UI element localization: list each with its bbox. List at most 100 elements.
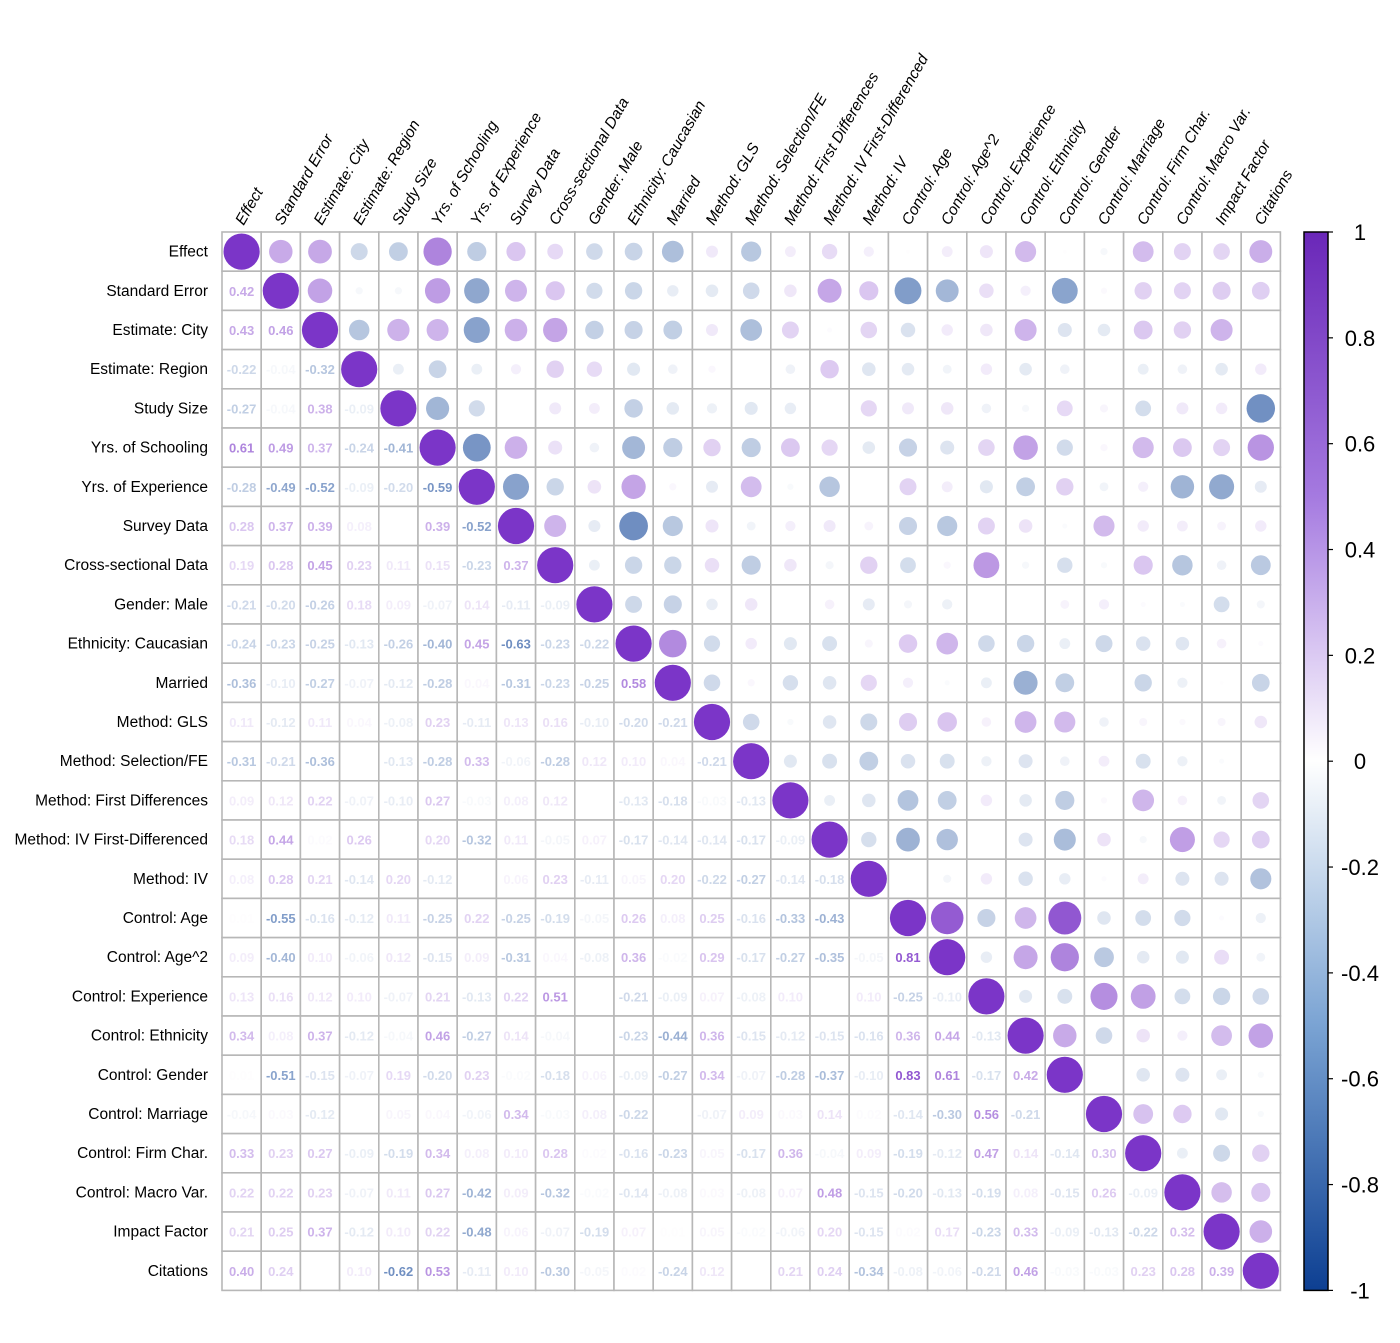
corr-circle <box>860 321 878 339</box>
corr-circle <box>979 480 993 494</box>
grid-cell <box>730 1132 772 1174</box>
corr-circle <box>1136 950 1150 964</box>
corr-value-label: -0.34 <box>854 1264 884 1279</box>
corr-value-label: -0.13 <box>736 793 766 808</box>
corr-circle <box>545 281 565 301</box>
grid-cell <box>1044 1211 1086 1253</box>
corr-value-label: -0.43 <box>815 911 845 926</box>
corr-circle <box>862 598 875 611</box>
corr-circle <box>1255 912 1266 924</box>
corr-circle <box>269 239 293 264</box>
grid-cell <box>809 975 851 1017</box>
grid-cell <box>691 1172 733 1213</box>
corr-circle <box>943 874 952 883</box>
grid-cell <box>848 387 890 429</box>
corr-circle <box>1254 715 1268 729</box>
grid-cell <box>652 1211 694 1253</box>
corr-value-label: -0.30 <box>932 1107 962 1122</box>
corr-circle <box>861 831 877 848</box>
corr-value-label: 0.42 <box>229 284 254 299</box>
diagonal-circle-impact-factor <box>1203 1213 1240 1250</box>
corr-value-label: 0.08 <box>660 911 685 926</box>
corr-circle <box>546 360 564 378</box>
grid-cell <box>613 1015 655 1057</box>
corr-value-label: 0.44 <box>268 833 294 848</box>
corr-circle <box>1213 439 1231 457</box>
grid-cell <box>1083 1211 1125 1253</box>
grid-cell <box>456 858 498 900</box>
diagonal-circle-control-marriage <box>1085 1095 1123 1133</box>
corr-value-label: 0.13 <box>229 989 254 1004</box>
corr-circle <box>1257 1110 1264 1118</box>
corr-value-label: -0.23 <box>658 1146 688 1161</box>
corr-circle <box>1137 520 1149 532</box>
grid-cell <box>965 583 1007 625</box>
grid-cell <box>1005 1132 1047 1174</box>
corr-value-label: 0.20 <box>386 872 411 887</box>
corr-circle <box>1169 827 1195 853</box>
corr-value-label: 0.00 <box>347 1107 372 1122</box>
corr-value-label: 0.83 <box>895 1068 920 1083</box>
grid-cell <box>495 1093 537 1135</box>
corr-circle <box>898 634 918 653</box>
corr-circle <box>824 599 835 610</box>
grid-cell <box>377 466 419 508</box>
corr-value-label: 0.33 <box>464 754 489 769</box>
corr-circle <box>1211 1025 1232 1046</box>
corr-circle <box>1176 402 1189 415</box>
corr-value-label: 0.17 <box>935 1225 960 1240</box>
grid-cell <box>260 1250 302 1292</box>
corr-value-label: 0.81 <box>895 950 920 965</box>
corr-circle <box>1100 443 1108 452</box>
corr-circle <box>1252 988 1270 1005</box>
corr-circle <box>619 511 648 541</box>
corr-value-label: 0.09 <box>739 1107 764 1122</box>
corr-value-label: -0.63 <box>501 637 531 652</box>
corr-value-label: 0.23 <box>268 1146 293 1161</box>
corr-value-label: -0.02 <box>736 1225 766 1240</box>
corr-circle <box>624 242 643 261</box>
row-label-effect: Effect <box>169 244 209 261</box>
corr-circle <box>1019 362 1032 376</box>
corr-value-label: -0.07 <box>423 597 453 612</box>
corr-circle <box>1057 557 1073 573</box>
corr-value-label: -0.17 <box>736 833 766 848</box>
corr-value-label: 0.21 <box>229 1225 254 1240</box>
row-label-method-gls: Method: GLS <box>117 714 208 731</box>
diagonal-circle-citations <box>1242 1252 1279 1289</box>
corr-circle <box>1133 320 1153 340</box>
corr-circle <box>827 327 833 333</box>
corr-circle <box>546 478 564 496</box>
corr-value-label: -0.19 <box>972 1185 1002 1200</box>
corr-circle <box>308 239 332 264</box>
corr-circle <box>899 478 917 496</box>
corr-value-label: -0.07 <box>540 1225 570 1240</box>
grid-cell <box>338 583 380 625</box>
corr-circle <box>787 718 794 726</box>
corr-value-label: 0.33 <box>1013 1225 1038 1240</box>
corr-value-label: -0.25 <box>893 989 923 1004</box>
corr-value-label: 0.18 <box>229 833 254 848</box>
corr-circle <box>1060 599 1070 609</box>
grid-cell <box>769 858 811 900</box>
corr-value-label: 0.00 <box>856 911 881 926</box>
grid-cell <box>338 1093 380 1135</box>
diagonal-circles <box>223 233 1279 1289</box>
corr-circle <box>624 320 643 340</box>
corr-circle <box>585 320 604 340</box>
corr-circle <box>355 287 363 295</box>
corr-circle <box>468 400 485 417</box>
corr-value-label: 0.10 <box>856 989 881 1004</box>
corr-value-label: 0.11 <box>229 715 254 730</box>
grid-cell <box>299 466 341 508</box>
corr-value-label: -0.14 <box>697 833 727 848</box>
grid-cell <box>613 779 655 821</box>
corr-circle <box>504 436 528 459</box>
grid-cell <box>1201 1250 1243 1292</box>
corr-value-label: -0.03 <box>462 793 492 808</box>
corr-circle <box>940 402 954 415</box>
corr-value-label: -0.15 <box>815 1029 845 1044</box>
corr-circle <box>780 438 800 458</box>
grid-cell <box>1083 1054 1125 1096</box>
corr-circle <box>898 438 918 457</box>
